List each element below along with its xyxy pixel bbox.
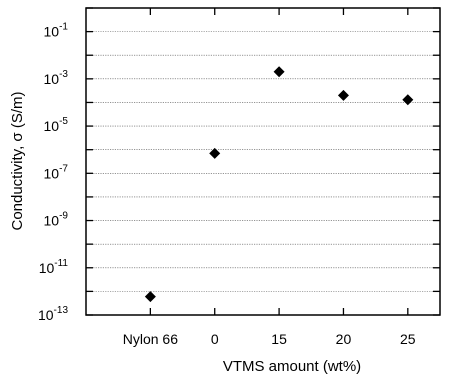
y-tick-base: 10 — [44, 118, 60, 134]
y-tick-exponent: -3 — [59, 69, 68, 80]
x-tick-labels: Nylon 66 0 15 20 25 — [123, 331, 416, 347]
y-tick-label: 10-13 — [38, 305, 68, 323]
y-tick-base: 10 — [44, 71, 60, 87]
grid-lines — [86, 31, 440, 292]
y-tick-label: 10-1 — [44, 22, 69, 40]
x-tick-label: Nylon 66 — [123, 331, 178, 347]
x-tick-label: 15 — [271, 331, 287, 347]
y-tick-label: 10-5 — [44, 116, 69, 134]
tick-marks — [86, 7, 440, 316]
y-tick-exponent: -7 — [59, 163, 68, 174]
y-tick-exponent: -11 — [54, 258, 68, 269]
data-point-20 — [337, 89, 349, 101]
data-point-15 — [273, 66, 285, 78]
data-point-0 — [209, 147, 221, 159]
x-tick-label: 20 — [336, 331, 352, 347]
plot-frame — [85, 7, 441, 316]
y-tick-base: 10 — [39, 260, 55, 276]
data-point-nylon-66 — [144, 291, 156, 303]
y-tick-base: 10 — [38, 307, 54, 323]
y-axis-title-symbol: σ — [9, 132, 26, 142]
y-tick-base: 10 — [44, 213, 60, 229]
x-tick-label: 25 — [400, 331, 416, 347]
y-tick-label: 10-3 — [44, 69, 69, 87]
x-tick-label: 0 — [211, 331, 219, 347]
x-axis-title: VTMS amount (wt%) — [223, 358, 361, 375]
data-point-25 — [402, 94, 414, 106]
y-axis-title: Conductivity, σ (S/m) — [9, 91, 26, 230]
y-tick-exponent: -13 — [54, 305, 69, 316]
y-tick-exponent: -5 — [59, 116, 68, 127]
y-tick-base: 10 — [44, 24, 60, 40]
y-axis-title-main: Conductivity, — [9, 142, 26, 231]
y-tick-label: 10-9 — [44, 211, 69, 229]
y-tick-exponent: -9 — [59, 211, 68, 222]
y-tick-exponent: -1 — [59, 22, 68, 33]
y-tick-base: 10 — [44, 165, 60, 181]
y-tick-label: 10-7 — [44, 163, 69, 181]
y-axis-title-unit: (S/m) — [9, 91, 26, 132]
data-points — [144, 66, 414, 303]
y-tick-label: 10-11 — [39, 258, 69, 276]
